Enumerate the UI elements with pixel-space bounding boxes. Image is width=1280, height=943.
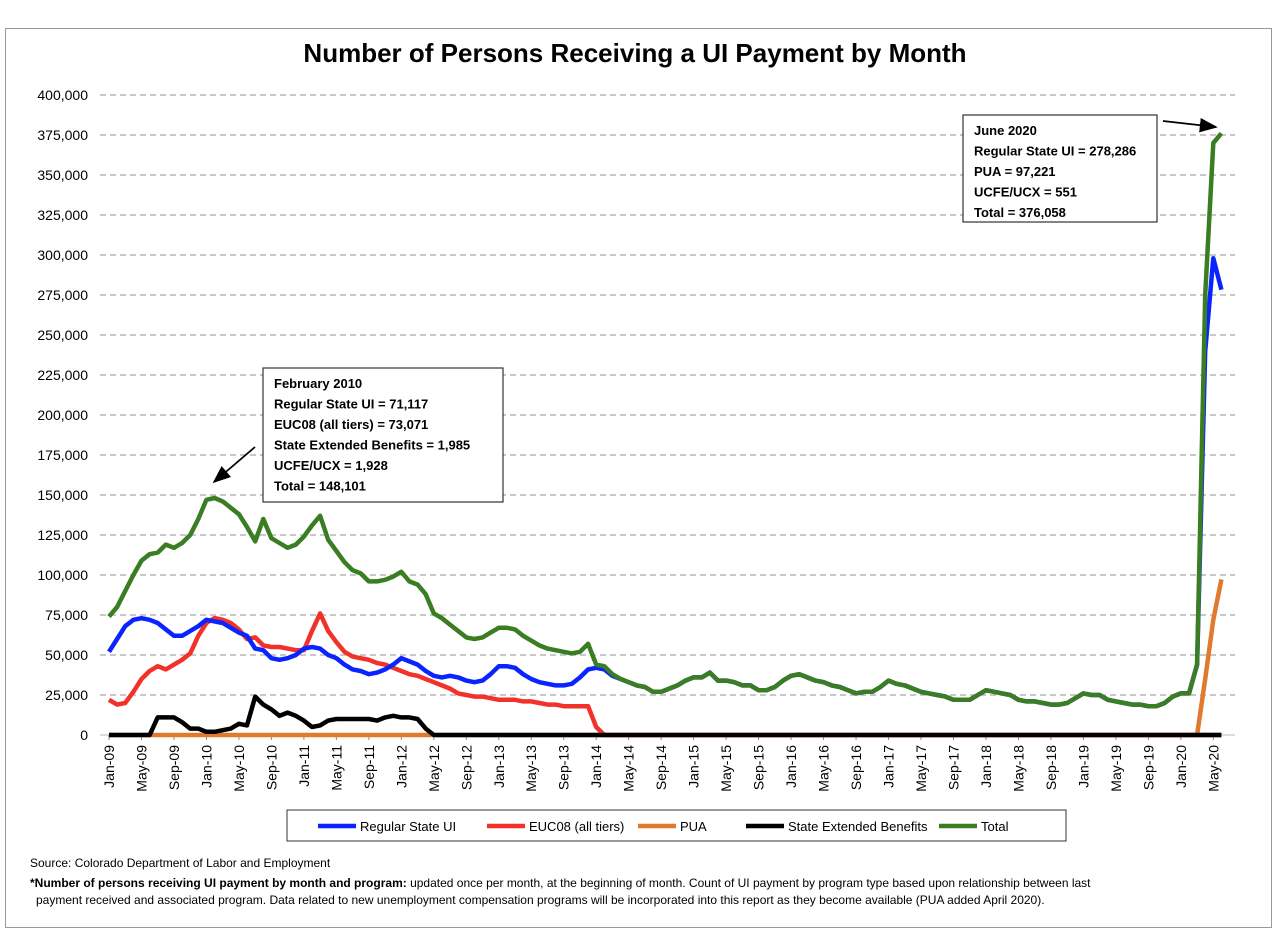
y-tick-label: 50,000: [45, 647, 88, 663]
legend-label: Total: [981, 819, 1009, 834]
x-tick-label: Jan-15: [686, 745, 702, 788]
footnote-bold: *Number of persons receiving UI payment …: [30, 876, 407, 890]
annotation-feb-2010-line: EUC08 (all tiers) = 73,071: [274, 417, 428, 432]
x-tick-label: May-09: [133, 745, 149, 792]
footnote: *Number of persons receiving UI payment …: [30, 875, 1250, 909]
y-tick-label: 400,000: [37, 87, 88, 103]
footnote-line2: payment received and associated program.…: [36, 893, 1045, 907]
y-tick-label: 175,000: [37, 447, 88, 463]
x-tick-label: May-12: [426, 745, 442, 792]
chart-title: Number of Persons Receiving a UI Payment…: [303, 38, 966, 68]
chart-frame: [5, 28, 1272, 928]
x-tick-label: Jan-10: [198, 745, 214, 788]
x-tick-label: Jan-13: [491, 745, 507, 788]
annotation-feb-2010-line: Total = 148,101: [274, 479, 366, 494]
x-tick-label: May-18: [1010, 745, 1026, 792]
x-tick-label: Sep-10: [263, 745, 279, 790]
x-tick-label: Sep-12: [458, 745, 474, 790]
series-line-total: [107, 131, 1224, 709]
x-tick-label: Jan-12: [393, 745, 409, 788]
y-tick-label: 225,000: [37, 367, 88, 383]
y-tick-label: 150,000: [37, 487, 88, 503]
x-tick-label: Jan-14: [588, 745, 604, 788]
x-tick-label: May-14: [621, 745, 637, 792]
annotation-jun-2020-line: UCFE/UCX = 551: [974, 185, 1077, 200]
series-line-state-extended-benefits: [109, 694, 1222, 738]
x-tick-label: May-15: [718, 745, 734, 792]
x-tick-label: May-17: [913, 745, 929, 792]
annotation-feb-2010-line: UCFE/UCX = 1,928: [274, 458, 388, 473]
x-tick-label: Jan-09: [101, 745, 117, 788]
x-tick-label: Sep-09: [166, 745, 182, 790]
x-tick-label: Sep-17: [945, 745, 961, 790]
x-tick-label: May-19: [1108, 745, 1124, 792]
annotation-feb-2010-line: February 2010: [274, 376, 362, 391]
legend: [286, 809, 1067, 842]
y-tick-label: 25,000: [45, 687, 88, 703]
y-tick-label: 375,000: [37, 127, 88, 143]
y-tick-label: 100,000: [37, 567, 88, 583]
annotation-jun-2020-box: [962, 114, 1158, 223]
x-tick-label: Jan-20: [1173, 745, 1189, 788]
y-tick-label: 125,000: [37, 527, 88, 543]
annotation-jun-2020-line: June 2020: [974, 123, 1037, 138]
x-tick-label: Sep-13: [556, 745, 572, 790]
x-tick-label: May-16: [816, 745, 832, 792]
annotation-feb-2010-box: [262, 367, 504, 503]
x-tick-label: Sep-11: [361, 745, 377, 789]
x-tick-label: May-13: [523, 745, 539, 792]
annotation-jun-2020-line: Regular State UI = 278,286: [974, 144, 1136, 159]
legend-label: PUA: [680, 819, 707, 834]
legend-label: Regular State UI: [360, 819, 456, 834]
legend-label: State Extended Benefits: [788, 819, 928, 834]
y-tick-label: 325,000: [37, 207, 88, 223]
x-tick-label: Sep-18: [1043, 745, 1059, 790]
annotation-jun-2020-line: PUA = 97,221: [974, 164, 1056, 179]
x-tick-label: Jan-17: [881, 745, 897, 788]
x-tick-label: May-20: [1205, 745, 1221, 792]
y-tick-label: 300,000: [37, 247, 88, 263]
x-tick-label: May-10: [231, 745, 247, 792]
y-tick-label: 0: [80, 727, 88, 743]
annotation-arrow: [1162, 118, 1218, 133]
annotation-feb-2010-line: Regular State UI = 71,117: [274, 397, 428, 412]
source-note: Source: Colorado Department of Labor and…: [30, 856, 331, 870]
footnote-line1: updated once per month, at the beginning…: [406, 876, 1091, 890]
y-tick-label: 250,000: [37, 327, 88, 343]
x-tick-label: Sep-16: [848, 745, 864, 790]
x-tick-label: Sep-19: [1140, 745, 1156, 790]
y-tick-label: 275,000: [37, 287, 88, 303]
annotation-feb-2010-line: State Extended Benefits = 1,985: [274, 438, 470, 453]
x-tick-label: Jan-11: [296, 745, 312, 787]
annotation-jun-2020-line: Total = 376,058: [974, 205, 1066, 220]
x-tick-label: Jan-16: [783, 745, 799, 788]
x-tick-label: Jan-19: [1075, 745, 1091, 788]
y-tick-label: 75,000: [45, 607, 88, 623]
series-line-euc08-all-tiers-: [107, 611, 1222, 738]
y-tick-label: 350,000: [37, 167, 88, 183]
x-tick-label: Jan-18: [978, 745, 994, 788]
x-tick-label: Sep-15: [751, 745, 767, 790]
annotation-arrow: [212, 446, 256, 484]
x-tick-label: Sep-14: [653, 745, 669, 790]
legend-label: EUC08 (all tiers): [529, 819, 624, 834]
x-tick-label: May-11: [328, 745, 344, 791]
y-tick-label: 200,000: [37, 407, 88, 423]
